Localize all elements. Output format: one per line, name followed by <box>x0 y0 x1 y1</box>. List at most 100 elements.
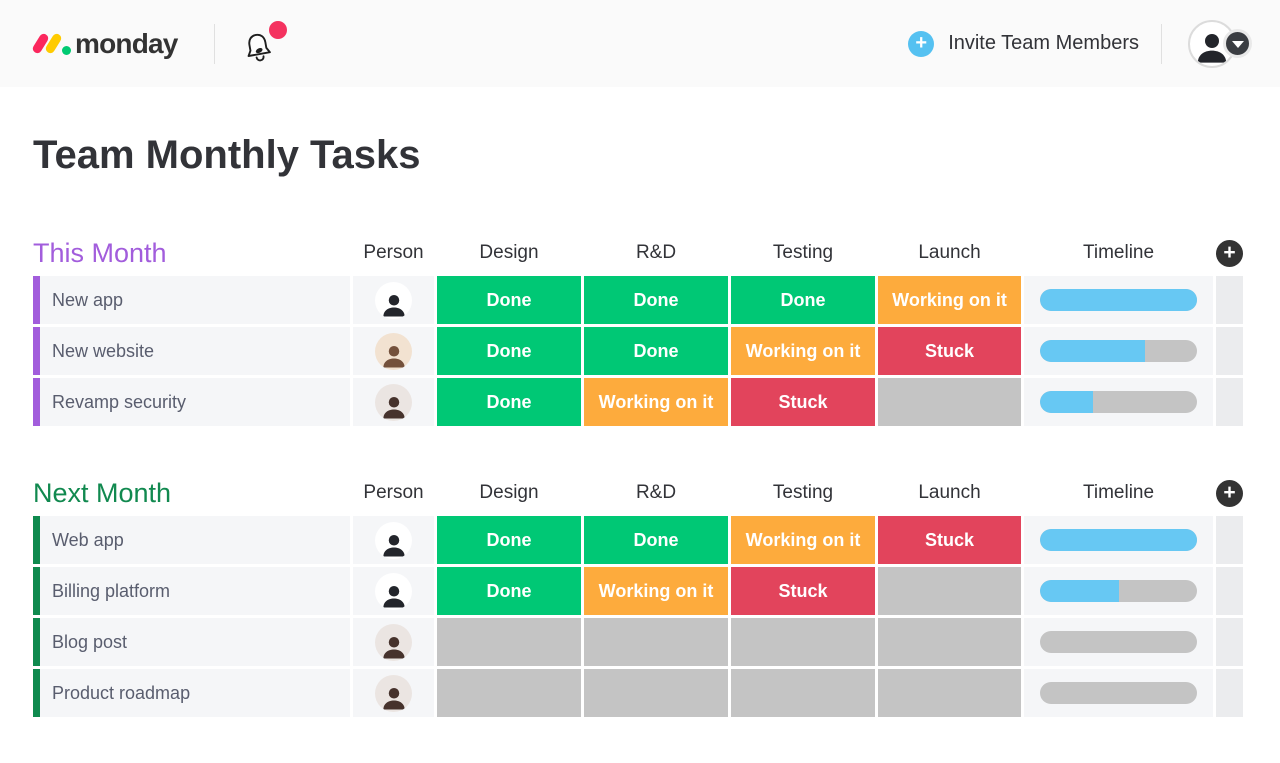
status-cell-testing[interactable]: Done <box>731 276 875 324</box>
timeline-cell[interactable] <box>1024 378 1213 426</box>
timeline-cell[interactable] <box>1024 516 1213 564</box>
timeline-bar <box>1040 580 1197 602</box>
invite-team-members-button[interactable]: + Invite Team Members <box>908 30 1139 57</box>
column-header-person[interactable]: Person <box>363 242 424 263</box>
timeline-bar <box>1040 631 1197 653</box>
status-cell-rd[interactable]: Working on it <box>584 378 728 426</box>
person-cell[interactable] <box>353 327 434 375</box>
avatar <box>375 674 412 712</box>
status-cell-testing[interactable] <box>731 618 875 666</box>
status-cell-design[interactable]: Done <box>437 378 581 426</box>
column-header-design[interactable]: Design <box>479 482 539 503</box>
status-cell-design[interactable]: Done <box>437 327 581 375</box>
plus-icon: + <box>1223 240 1236 264</box>
row-end-cell <box>1216 669 1243 717</box>
status-cell-rd[interactable]: Working on it <box>584 567 728 615</box>
status-cell-launch[interactable] <box>878 567 1021 615</box>
status-cell-design[interactable]: Done <box>437 276 581 324</box>
status-cell-testing[interactable]: Stuck <box>731 378 875 426</box>
table-row: New app Done Done Done Working on it <box>33 276 1243 324</box>
divider <box>213 23 215 64</box>
status-cell-launch[interactable] <box>878 669 1021 717</box>
timeline-fill <box>1040 340 1146 362</box>
topbar: monday + Invite Team Members <box>0 0 1280 87</box>
status-cell-launch[interactable]: Stuck <box>878 327 1021 375</box>
task-name-cell[interactable]: New website <box>33 327 350 375</box>
table-row: Billing platform Done Working on it Stuc… <box>33 567 1243 615</box>
invite-plus-icon: + <box>908 30 935 57</box>
status-cell-rd[interactable]: Done <box>584 327 728 375</box>
column-header-design[interactable]: Design <box>479 242 539 263</box>
person-cell[interactable] <box>353 618 434 666</box>
timeline-cell[interactable] <box>1024 567 1213 615</box>
bell-icon <box>247 33 271 61</box>
row-end-cell <box>1216 276 1243 324</box>
monday-logo[interactable]: monday <box>31 27 178 60</box>
column-header-testing[interactable]: Testing <box>772 482 834 503</box>
column-header-launch[interactable]: Launch <box>918 482 981 503</box>
timeline-fill <box>1040 529 1197 551</box>
status-cell-design[interactable] <box>437 669 581 717</box>
person-cell[interactable] <box>353 276 434 324</box>
status-cell-testing[interactable]: Stuck <box>731 567 875 615</box>
task-name-cell[interactable]: Web app <box>33 516 350 564</box>
row-end-cell <box>1216 618 1243 666</box>
add-column-button[interactable]: + <box>1216 239 1243 267</box>
monday-logo-icon <box>31 28 73 60</box>
status-cell-testing[interactable]: Working on it <box>731 516 875 564</box>
notification-dot <box>268 20 287 39</box>
status-cell-launch[interactable]: Working on it <box>878 276 1021 324</box>
column-header-testing[interactable]: Testing <box>772 242 834 263</box>
task-name-cell[interactable]: Revamp security <box>33 378 350 426</box>
timeline-cell[interactable] <box>1024 669 1213 717</box>
person-cell[interactable] <box>353 567 434 615</box>
status-cell-testing[interactable] <box>731 669 875 717</box>
task-name-cell[interactable]: Billing platform <box>33 567 350 615</box>
table-row: Blog post <box>33 618 1243 666</box>
person-cell[interactable] <box>353 516 434 564</box>
person-cell[interactable] <box>353 669 434 717</box>
notifications-button[interactable] <box>241 20 287 67</box>
row-end-cell <box>1216 378 1243 426</box>
column-header-launch[interactable]: Launch <box>918 242 981 263</box>
invite-label: Invite Team Members <box>948 32 1139 54</box>
group-next-month: Next Month Person Design R&D Testing Lau… <box>33 472 1280 717</box>
group-this-month: This Month Person Design R&D Testing Lau… <box>33 232 1280 426</box>
avatar <box>375 521 412 559</box>
task-name-cell[interactable]: Blog post <box>33 618 350 666</box>
timeline-fill <box>1040 391 1094 413</box>
column-header-rd[interactable]: R&D <box>635 242 677 263</box>
status-cell-rd[interactable] <box>584 669 728 717</box>
status-cell-rd[interactable]: Done <box>584 276 728 324</box>
table-row: Revamp security Done Working on it Stuck <box>33 378 1243 426</box>
column-header-rd[interactable]: R&D <box>635 482 677 503</box>
task-name-cell[interactable]: Product roadmap <box>33 669 350 717</box>
person-cell[interactable] <box>353 378 434 426</box>
status-cell-design[interactable]: Done <box>437 567 581 615</box>
status-cell-rd[interactable]: Done <box>584 516 728 564</box>
timeline-cell[interactable] <box>1024 327 1213 375</box>
group-title[interactable]: This Month <box>33 237 167 268</box>
status-cell-design[interactable]: Done <box>437 516 581 564</box>
user-avatar[interactable] <box>1188 19 1236 68</box>
status-cell-launch[interactable] <box>878 378 1021 426</box>
status-cell-design[interactable] <box>437 618 581 666</box>
add-column-button[interactable]: + <box>1216 479 1243 507</box>
status-cell-launch[interactable] <box>878 618 1021 666</box>
timeline-cell[interactable] <box>1024 276 1213 324</box>
status-cell-rd[interactable] <box>584 618 728 666</box>
column-header-timeline[interactable]: Timeline <box>1082 242 1155 263</box>
avatar <box>375 572 412 610</box>
column-header-timeline[interactable]: Timeline <box>1082 482 1155 503</box>
avatar <box>375 281 412 319</box>
account-menu-button[interactable] <box>1223 29 1252 58</box>
column-header-person[interactable]: Person <box>363 482 424 503</box>
timeline-cell[interactable] <box>1024 618 1213 666</box>
timeline-bar <box>1040 391 1197 413</box>
status-cell-testing[interactable]: Working on it <box>731 327 875 375</box>
logo-text: monday <box>75 27 178 59</box>
board-title[interactable]: Team Monthly Tasks <box>33 133 421 177</box>
group-title[interactable]: Next Month <box>33 477 172 508</box>
task-name-cell[interactable]: New app <box>33 276 350 324</box>
status-cell-launch[interactable]: Stuck <box>878 516 1021 564</box>
